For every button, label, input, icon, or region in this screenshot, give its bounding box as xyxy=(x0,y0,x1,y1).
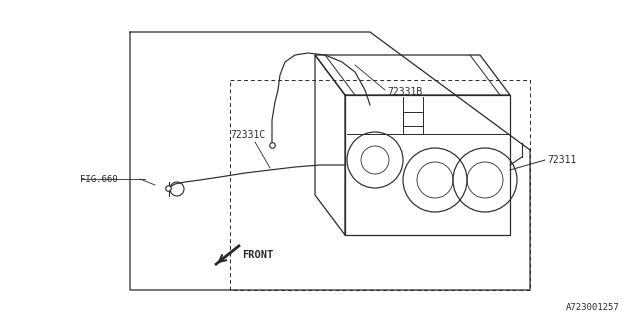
Text: FRONT: FRONT xyxy=(242,250,273,260)
Text: 72331B: 72331B xyxy=(387,87,422,97)
Text: FIG.660: FIG.660 xyxy=(80,174,118,183)
Text: 72331C: 72331C xyxy=(230,130,265,140)
Text: A723001257: A723001257 xyxy=(566,303,620,312)
Bar xyxy=(403,112,423,126)
Text: 72311: 72311 xyxy=(547,155,577,165)
